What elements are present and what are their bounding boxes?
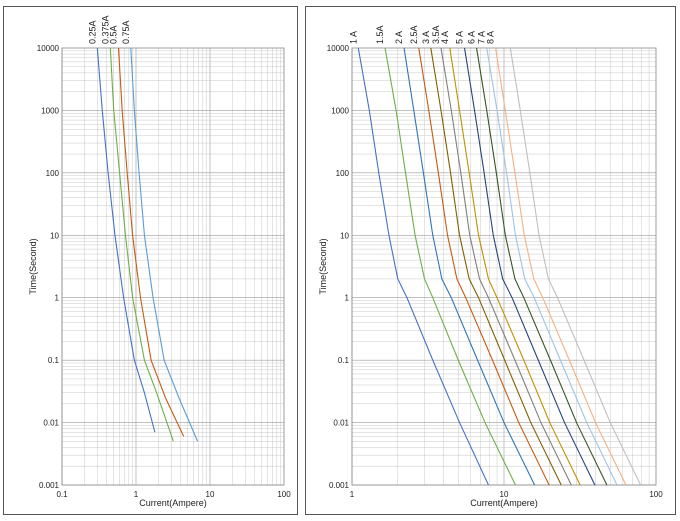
x-tick-label: 0.1 (56, 490, 68, 499)
series-label: 0.5A (108, 25, 118, 44)
y-tick-label: 0.001 (39, 481, 60, 490)
series-line-4a (449, 47, 581, 486)
left-chart: 0.1 1 10 100 10000 1000 100 10 1 0.1 0.01 0.001 Curr… (28, 15, 291, 508)
y-tick-label: 0.001 (329, 481, 350, 490)
series-line-1a (357, 47, 489, 486)
series-line-1_5a (384, 47, 516, 486)
series-line-8a (495, 47, 627, 486)
series-label: 0.375A (100, 15, 110, 44)
series-line-2a (403, 47, 536, 486)
y-tick-label: 0.01 (43, 419, 59, 428)
y-tick-label: 0.01 (333, 419, 349, 428)
left-panel-frame (3, 6, 298, 515)
series-line-6a (476, 47, 608, 486)
y-tick-label: 1000 (41, 106, 59, 115)
series-line-0_25a (96, 47, 156, 433)
series-line-3_5a (440, 47, 572, 486)
plot-area-border (61, 47, 285, 486)
y-tick-label: 10000 (37, 44, 60, 53)
y-tick-label: 100 (46, 169, 60, 178)
x-tick-label: 1 (350, 490, 355, 499)
series-label: 0.75A (121, 20, 131, 44)
y-tick-label: 1 (55, 294, 60, 303)
series-line-5a (463, 47, 596, 486)
series-label: 1.5A (375, 25, 385, 44)
grid (351, 48, 656, 486)
series-label: 4 A (440, 31, 450, 44)
series-line-unlabeled (509, 47, 642, 486)
x-tick-label: 100 (277, 490, 291, 499)
series-label: 3.5A (431, 25, 441, 44)
series-label: 2 A (394, 31, 404, 44)
x-axis-label: Current(Ampere) (470, 498, 538, 508)
grid (61, 48, 284, 486)
series-label: 3 A (421, 31, 431, 44)
series-label: 6 A (467, 31, 477, 44)
series-label: 2.5A (409, 25, 419, 44)
y-tick-label: 10 (340, 231, 349, 240)
series-label: 1 A (348, 31, 358, 44)
y-tick-label: 1000 (331, 106, 349, 115)
series-line-0_375a (109, 47, 174, 442)
y-tick-label: 10000 (327, 44, 350, 53)
series-label: 0.25A (87, 20, 97, 44)
series-line-0_5a (117, 47, 185, 437)
series-line-0_75a (130, 47, 199, 442)
series-label: 7 A (477, 31, 487, 44)
series-label: 5 A (455, 31, 465, 44)
series-line-3a (430, 47, 562, 486)
x-tick-label: 10 (206, 490, 215, 499)
x-tick-label: 100 (649, 490, 663, 499)
y-tick-label: 100 (336, 169, 350, 178)
x-tick-label: 10 (500, 490, 509, 499)
right-panel-frame (305, 6, 676, 515)
y-axis-label: Time(Second) (318, 238, 328, 294)
plot-area-border (351, 47, 657, 486)
series-line-7a (486, 47, 618, 486)
right-chart: 1 10 100 10000 1000 100 10 1 0.1 0.01 0.001 Current… (318, 25, 663, 508)
series-label: 8 A (486, 31, 496, 44)
y-tick-label: 1 (345, 294, 350, 303)
y-tick-label: 0.1 (48, 356, 60, 365)
series-line-2_5a (418, 47, 550, 486)
y-tick-label: 10 (50, 231, 59, 240)
x-tick-label: 1 (134, 490, 139, 499)
y-tick-label: 0.1 (338, 356, 350, 365)
y-axis-label: Time(Second) (28, 238, 38, 294)
x-axis-label: Current(Ampere) (139, 498, 207, 508)
